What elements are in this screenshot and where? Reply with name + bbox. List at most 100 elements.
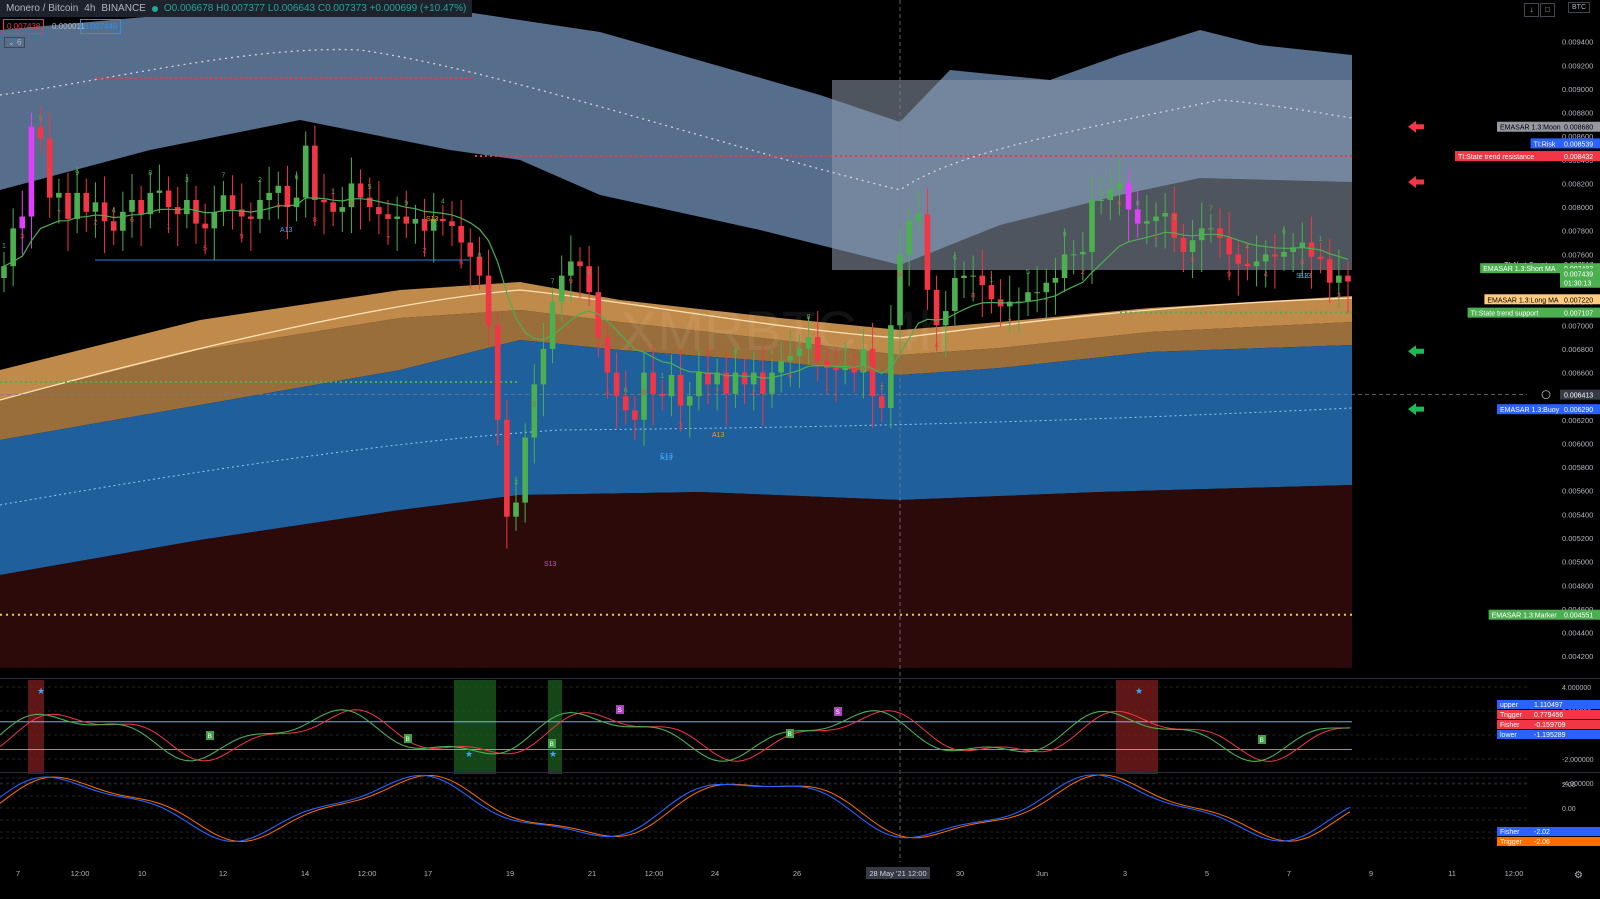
count-label: 1 [2, 243, 6, 250]
pane-divider [0, 678, 1600, 679]
time-axis[interactable]: 7 12:00 10 12 14 12:00 17 19 21 12:00 24 26 30 Jun 3 5 7… [0, 862, 1600, 899]
sell-price-box[interactable]: 0.007438 [3, 19, 45, 34]
candle-body [1198, 228, 1205, 241]
setup-label: A13 [712, 432, 725, 439]
count-label: 6 [459, 260, 463, 267]
price-tag-bg [1467, 307, 1600, 318]
cursor-time-label: 28 May '21 12:00 [869, 869, 926, 878]
signal-zone [454, 680, 496, 774]
time-tick: 7 [16, 869, 20, 878]
indicators-collapse-button[interactable]: ⌄ 6 [4, 37, 26, 48]
candle-body [686, 396, 693, 406]
candle-body [1089, 200, 1095, 252]
price-tick: 0.004400 [1562, 629, 1593, 638]
candle-body [522, 437, 528, 503]
price-tag-label: TI:Risk [1534, 141, 1556, 148]
time-tick: 17 [424, 869, 432, 878]
candle-body [211, 211, 218, 229]
candle-body [632, 410, 638, 420]
count-label: 8 [1300, 260, 1304, 267]
indicator-bands [0, 5, 1353, 668]
candle-body [778, 360, 784, 373]
setup-label: A13 [280, 227, 293, 234]
candle-body [723, 372, 730, 394]
price-tick: 0.006200 [1562, 416, 1593, 425]
time-axis-bg [0, 862, 1600, 899]
count-label: 1 [1319, 236, 1323, 243]
price-tick: 0.007000 [1562, 321, 1593, 330]
star-icon: ★ [549, 749, 557, 759]
candle-body [394, 216, 400, 219]
candle-body [348, 183, 355, 208]
symbol-name[interactable]: Monero / Bitcoin [6, 3, 79, 14]
count-label: 6 [295, 175, 299, 182]
oscillator-pane-1[interactable]: 4.0000002.000000-2.000000-4.000000upper1… [0, 678, 1600, 788]
time-tick: 12:00 [358, 869, 377, 878]
signal-marker [1258, 735, 1266, 744]
snapshot-icon[interactable]: □ [1540, 3, 1555, 17]
osc1-tag-label: lower [1500, 732, 1517, 739]
candle-body [312, 145, 318, 200]
count-label: 4 [276, 203, 280, 210]
signal-zone [548, 680, 562, 774]
count-label: 9 [1063, 231, 1067, 238]
osc2-tag-value: -2.06 [1534, 839, 1550, 846]
candle-body [19, 216, 26, 229]
time-tick: 10 [138, 869, 146, 878]
count-label: 9 [1227, 271, 1231, 278]
download-icon[interactable]: ↓ [1524, 3, 1539, 17]
candle-body [869, 348, 876, 397]
osc2-fisher [0, 774, 1351, 843]
candle-body [1262, 254, 1269, 262]
candle-body [485, 275, 492, 326]
price-tick: 0.007800 [1562, 227, 1593, 236]
count-label: 6 [624, 387, 628, 394]
count-labels: 1 3 5 7 9 2 4 6 8 1 3 5 7 9 2 4 6 8 1 3 5 7 9 2 4 6 8 1 3 5 7 9 2 4 6 8 1 3 5 7… [2, 116, 1341, 568]
candle-body [741, 372, 748, 385]
candle-body [412, 218, 419, 224]
count-label: 3 [1337, 293, 1341, 300]
count-label: 3 [679, 423, 683, 430]
candle-body [750, 372, 757, 385]
price-tick: 0.006000 [1562, 439, 1593, 448]
candle-body [339, 207, 346, 212]
symbol-header[interactable]: Monero / Bitcoin 4h BINANCE O0.006678 H0… [0, 0, 473, 17]
signal-marker-label: B [1260, 737, 1264, 744]
candle-body [1290, 247, 1296, 252]
candle-body [924, 214, 931, 290]
count-label: 4 [112, 208, 116, 215]
osc2-trigger [0, 774, 1351, 843]
candle-body [357, 183, 364, 198]
buy-price-box[interactable]: 0.007449 [80, 19, 122, 34]
price-tag-bg [1455, 151, 1600, 162]
time-tick: 30 [956, 869, 964, 878]
interval-label[interactable]: 4h [84, 3, 96, 14]
count-label: 7 [57, 210, 61, 217]
candle-body [878, 396, 885, 408]
candle-body [714, 372, 720, 385]
candle-body [1308, 242, 1315, 257]
candle-body [56, 192, 62, 198]
candle-body [238, 209, 245, 217]
candle-body [110, 221, 117, 231]
candle-body [476, 256, 483, 276]
count-label: 6 [788, 373, 792, 380]
count-label: 8 [807, 314, 811, 321]
count-label: 5 [697, 350, 701, 357]
currency-button[interactable]: BTC [1568, 2, 1590, 13]
candle-body [622, 396, 629, 411]
setup-label: S13 [1296, 273, 1309, 280]
candle-body [1107, 189, 1114, 200]
buy-band [0, 340, 1352, 575]
price-tag-label: EMASAR 1.3:Moon [1500, 125, 1561, 132]
count-label: 8 [642, 390, 646, 397]
time-tick: Jun [1036, 869, 1048, 878]
count-label: 6 [953, 255, 957, 262]
candles[interactable] [1, 106, 1351, 549]
candle-body [1299, 242, 1306, 248]
count-label: 3 [1172, 215, 1176, 222]
count-label: 3 [20, 234, 24, 241]
